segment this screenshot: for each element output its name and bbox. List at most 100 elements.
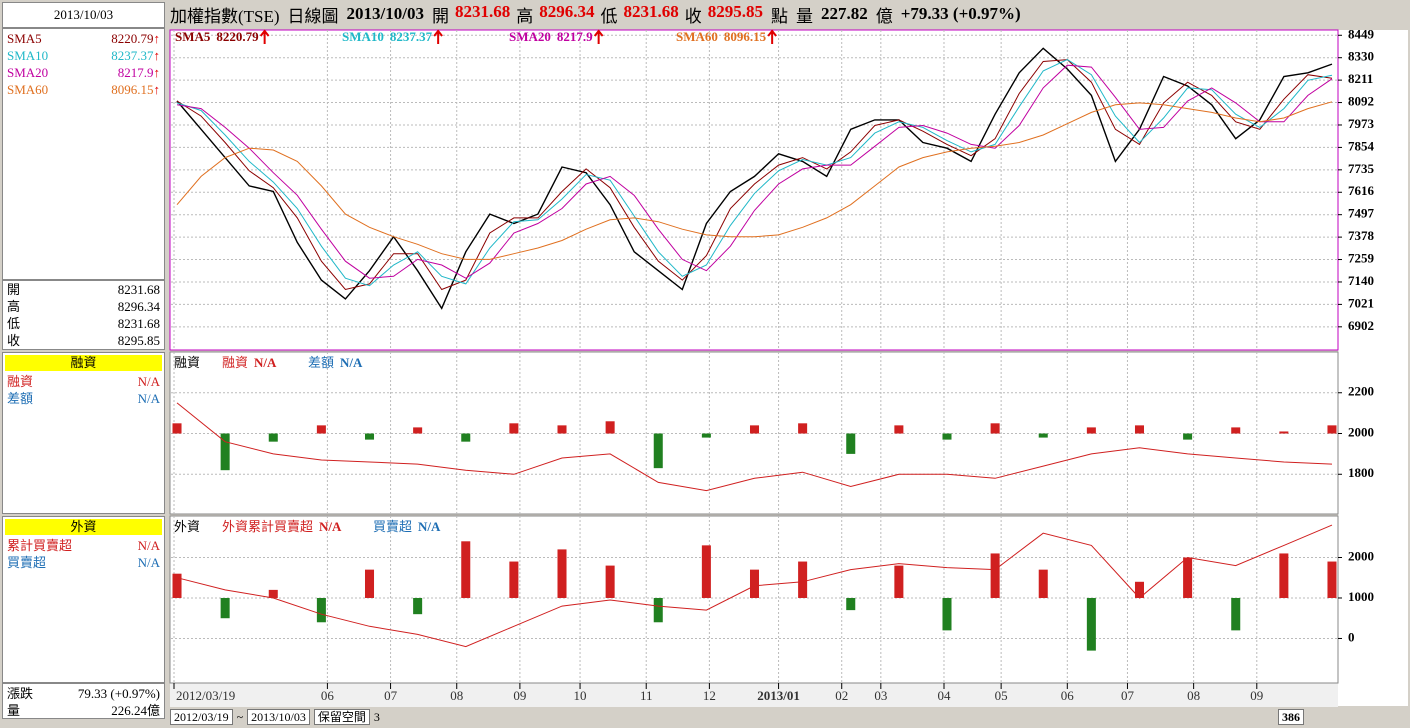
value: 8231.68 [117, 316, 160, 331]
y-tick-label: 7854 [1348, 138, 1375, 153]
value: N/A [137, 374, 160, 389]
bar [557, 549, 567, 598]
value: 8237.37↑ [111, 47, 160, 64]
bar [413, 597, 423, 615]
bar [653, 433, 663, 469]
legend-value: 8220.79 [216, 29, 259, 44]
row: 融資 N/A [3, 373, 164, 390]
start-date[interactable]: 2012/03/19 [170, 709, 233, 725]
y-tick-label: 7616 [1348, 183, 1375, 198]
bar [1279, 431, 1289, 434]
y-tick-label: 2000 [1348, 424, 1374, 439]
value: 8296.34 [117, 299, 160, 314]
bar [268, 589, 278, 598]
x-tick-label: 03 [874, 688, 887, 703]
legend-value: 8217.9 [557, 29, 593, 44]
value: 8220.79↑ [111, 30, 160, 47]
line [176, 402, 1333, 492]
bar [798, 561, 808, 598]
bar [557, 425, 567, 434]
title: 加權指數(TSE) [170, 6, 280, 26]
value: 8237.37 [111, 48, 154, 63]
bar [894, 565, 904, 598]
bar [1086, 597, 1096, 651]
y-tick-label: 8092 [1348, 94, 1374, 109]
label: 量 [7, 703, 21, 718]
y-tick-label: 2000 [1348, 548, 1374, 563]
y-tick-label: 0 [1348, 629, 1355, 644]
line [176, 524, 1333, 648]
label: 差額 [7, 391, 34, 406]
legend-value: N/A [319, 519, 342, 534]
bar [509, 561, 519, 598]
bar [461, 541, 471, 598]
end-date[interactable]: 2013/10/03 [247, 709, 310, 725]
x-tick-label: 2013/01 [757, 688, 800, 703]
legend-value: 8096.15 [724, 29, 767, 44]
arrow: ↑ [153, 82, 161, 97]
bar-count: 386 [1278, 709, 1304, 725]
bar [220, 433, 230, 471]
x-tick-label: 04 [937, 688, 951, 703]
value: N/A [137, 538, 160, 553]
bar [605, 421, 615, 434]
legend-title: 外資 [174, 519, 200, 534]
legend-value: N/A [418, 519, 441, 534]
line [176, 64, 1333, 279]
margin-panel: 融資 融資 N/A 差額 N/A [2, 352, 165, 514]
x-tick-label: 07 [384, 688, 398, 703]
legend-value: 8237.37 [390, 29, 433, 44]
ohlc-panel: 開 8231.68 高 8296.34 低 8231.68 收 8295.85 [2, 280, 165, 350]
bar [413, 427, 423, 434]
panel-content [171, 352, 1338, 514]
label: 漲跌 [7, 686, 34, 701]
bar [172, 423, 182, 434]
label: 低 [7, 316, 21, 331]
legend-name: SMA60 [676, 29, 718, 44]
bar [942, 597, 952, 631]
quote-label: 高 [516, 6, 534, 26]
bar [268, 433, 278, 442]
bar [653, 597, 663, 623]
legend-value: N/A [254, 355, 277, 370]
value: 8231.68 [117, 282, 160, 297]
bar [509, 423, 519, 434]
y-tick-label: 7497 [1348, 206, 1375, 221]
legend-name: 買賣超 [373, 519, 412, 534]
xaxis-bg [170, 683, 1338, 707]
bar [798, 423, 808, 434]
arrow [433, 29, 443, 44]
bar [1183, 433, 1193, 440]
x-tick-label: 05 [995, 688, 1008, 703]
y-tick-label: 7140 [1348, 273, 1374, 288]
quote-value: 8231.68 [455, 1, 511, 21]
header: 加權指數(TSE) 日線圖 2013/10/03 開 8231.68 高 8296.3… [170, 0, 1021, 28]
panel-content [171, 30, 1338, 350]
x-tick-label: 09 [513, 688, 526, 703]
label: SMA10 [7, 48, 49, 63]
axis-bg [1338, 30, 1408, 706]
space-label[interactable]: 保留空間 [313, 709, 370, 725]
bar [990, 423, 1000, 434]
bar [846, 597, 856, 611]
x-tick-label: 09 [1250, 688, 1263, 703]
bar [1038, 569, 1048, 598]
value: 8096.15 [111, 82, 154, 97]
label: 融資 [7, 374, 34, 389]
foreign-panel: 外資 累計買賣超 N/A 買賣超 N/A [2, 516, 165, 683]
y-tick-label: 8330 [1348, 49, 1374, 64]
row: 收 8295.85 [3, 332, 164, 349]
label: SMA20 [7, 65, 49, 80]
label: SMA5 [7, 31, 42, 46]
legend-name: SMA10 [342, 29, 384, 44]
x-tick-label: 06 [1061, 688, 1075, 703]
bar [846, 433, 856, 454]
bar [749, 569, 760, 598]
label: 開 [7, 282, 21, 297]
panel [169, 515, 1339, 684]
panel-content [171, 516, 1338, 683]
quote-date: 2013/10/03 [346, 4, 424, 23]
bar [316, 425, 326, 434]
